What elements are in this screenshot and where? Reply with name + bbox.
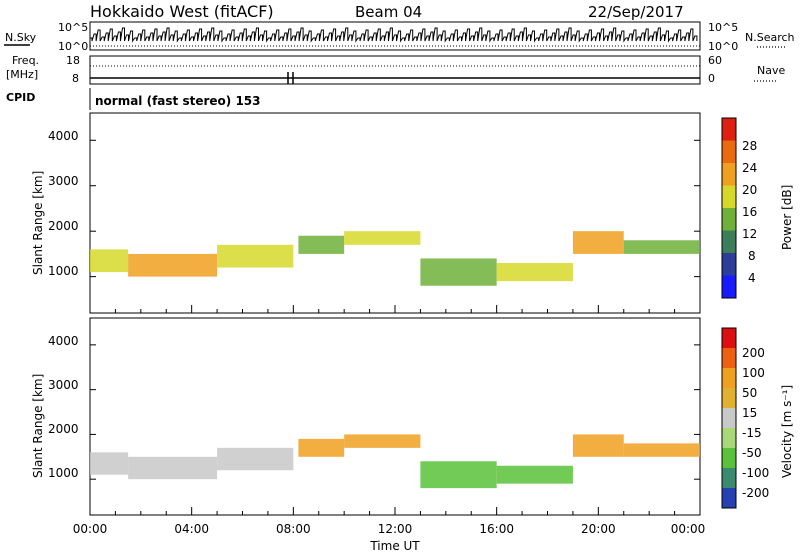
vel-cbar-tick-neg15: -15 [742, 426, 762, 440]
velocity-colorbar-segment [722, 328, 736, 348]
vel-cbar-label: Velocity [m s⁻¹] [780, 385, 794, 478]
power-ytick-2000: 2000 [48, 219, 79, 233]
velocity-ytick-3000: 3000 [48, 378, 79, 392]
freq-right-tick-bottom: 0 [708, 72, 715, 85]
power-scatter-band [217, 244, 294, 268]
cpid-value: normal (fast stereo) 153 [95, 94, 261, 108]
velocity-scatter-band [90, 452, 129, 475]
freq-panel-frame [89, 55, 701, 85]
power-ytick-3000: 3000 [48, 174, 79, 188]
velocity-scatter-band [420, 461, 497, 489]
power-cbar-tick-4: 4 [748, 271, 756, 285]
power-cbar-tick-8: 8 [748, 249, 756, 263]
date-title: 22/Sep/2017 [588, 3, 684, 21]
power-scatter-band [496, 263, 573, 282]
velocity-scatter-band [344, 434, 421, 448]
velocity-colorbar-segment [722, 348, 736, 368]
power-panel-frame [89, 112, 701, 314]
power-cbar-tick-12: 12 [742, 227, 757, 241]
noise-right-tick-top: 10^5 [708, 21, 738, 34]
power-scatter-band [344, 231, 421, 245]
velocity-ytick-1000: 1000 [48, 466, 79, 480]
power-ytick-4000: 4000 [48, 129, 79, 143]
velocity-ytick-4000: 4000 [48, 334, 79, 348]
power-cbar-label: Power [dB] [780, 185, 794, 250]
vel-cbar-tick-neg200: -200 [742, 486, 769, 500]
xtick-0000: 00:00 [73, 522, 108, 536]
velocity-scatter-band [298, 438, 345, 457]
power-colorbar-segment [722, 230, 736, 253]
radar-title: Hokkaido West (fitACF) [90, 2, 274, 21]
velocity-colorbar-segment [722, 488, 736, 508]
velocity-scatter-band [623, 443, 700, 457]
power-scatter-band [298, 235, 345, 254]
noise-left-tick-top: 10^5 [58, 21, 88, 34]
xtick-0800: 08:00 [276, 522, 311, 536]
freq-label-line1: Freq. [12, 54, 39, 67]
power-scatter-band [420, 258, 497, 286]
velocity-colorbar-segment [722, 468, 736, 488]
xtick-2400: 00:00 [671, 522, 706, 536]
noise-sky-label: N.Sky [5, 31, 37, 44]
vel-cbar-tick-50: 50 [742, 386, 757, 400]
noise-left-tick-bottom: 10^0 [58, 40, 88, 53]
beam-title: Beam 04 [355, 3, 422, 21]
power-colorbar [722, 118, 736, 298]
velocity-colorbar-frame [721, 327, 737, 509]
power-colorbar-segment [722, 140, 736, 163]
freq-label-line2: [MHz] [6, 68, 38, 81]
velocity-colorbar-segment [722, 368, 736, 388]
vel-cbar-tick-neg100: -100 [742, 466, 769, 480]
velocity-colorbar-segment [722, 388, 736, 408]
power-colorbar-segment [722, 163, 736, 186]
vel-cbar-tick-200: 200 [742, 346, 765, 360]
power-colorbar-segment [722, 253, 736, 276]
power-cbar-tick-28: 28 [742, 139, 757, 153]
vel-cbar-tick-neg50: -50 [742, 446, 762, 460]
power-scatter-band [572, 231, 624, 254]
noise-search-label: N.Search [745, 31, 795, 44]
vel-cbar-tick-15: 15 [742, 406, 757, 420]
power-colorbar-segment [722, 185, 736, 208]
power-colorbar-frame [721, 117, 737, 299]
power-colorbar-segment [722, 275, 736, 298]
power-cbar-tick-20: 20 [742, 183, 757, 197]
xtick-2000: 20:00 [581, 522, 616, 536]
freq-right-tick-top: 60 [708, 54, 722, 67]
velocity-colorbar-segment [722, 448, 736, 468]
power-colorbar-segment [722, 118, 736, 141]
velocity-scatter-band [496, 465, 573, 484]
freq-left-tick-top: 18 [66, 54, 80, 67]
velocity-panel-frame [89, 317, 701, 516]
velocity-colorbar [722, 328, 736, 508]
velocity-colorbar-segment [722, 408, 736, 428]
power-scatter-band [623, 240, 700, 254]
velocity-scatter-band [128, 456, 218, 480]
vel-cbar-tick-100: 100 [742, 366, 765, 380]
xaxis-label: Time UT [369, 539, 420, 553]
power-ylabel: Slant Range [km] [31, 171, 45, 275]
power-cbar-tick-16: 16 [742, 205, 757, 219]
freq-left-tick-bottom: 8 [72, 72, 79, 85]
velocity-colorbar-segment [722, 428, 736, 448]
xtick-0400: 04:00 [174, 522, 209, 536]
power-cbar-tick-24: 24 [742, 161, 757, 175]
power-scatter-band [128, 253, 218, 277]
power-colorbar-segment [722, 208, 736, 231]
noise-panel-frame [89, 21, 701, 51]
xtick-1200: 12:00 [378, 522, 413, 536]
cpid-label: CPID [6, 91, 35, 104]
xtick-1600: 16:00 [479, 522, 514, 536]
velocity-ytick-2000: 2000 [48, 422, 79, 436]
power-scatter-band [90, 249, 129, 273]
noise-sky-trace [89, 27, 698, 43]
noise-right-tick-bottom: 10^0 [708, 40, 738, 53]
velocity-scatter-band [572, 434, 624, 457]
velocity-ylabel: Slant Range [km] [31, 374, 45, 478]
power-ytick-1000: 1000 [48, 264, 79, 278]
velocity-scatter-band [217, 447, 294, 471]
nave-label: Nave [757, 64, 785, 77]
